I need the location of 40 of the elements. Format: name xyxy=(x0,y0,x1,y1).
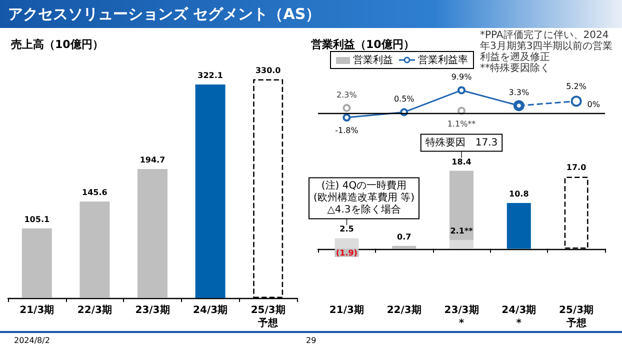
x-tick-label: 21/3期 xyxy=(20,304,54,316)
chart-title: 営業利益（10億円） xyxy=(311,38,414,51)
data-label: 2.5 xyxy=(340,224,354,234)
data-label: 9.9% xyxy=(451,72,472,82)
x-tick-label: 22/3期 xyxy=(386,304,422,316)
data-label: 330.0 xyxy=(255,66,282,75)
data-label: 2.1** xyxy=(450,226,474,236)
data-label: 105.1 xyxy=(24,214,50,224)
data-label: 194.7 xyxy=(140,155,166,164)
x-tick-label: 21/3期 xyxy=(329,304,364,316)
data-label: 3.3% xyxy=(508,88,530,98)
data-label: 0.5% xyxy=(394,94,415,104)
text: 29 xyxy=(306,336,316,345)
x-tick-label: 24/3期 xyxy=(193,304,228,316)
legend-label: 営業利益率 xyxy=(418,54,468,67)
x-tick-label: 22/3期 xyxy=(77,304,112,316)
data-label: 145.6 xyxy=(82,188,108,197)
data-label: 17.0 xyxy=(566,163,587,172)
data-label: 0.7 xyxy=(397,232,412,242)
x-tick-label: 25/3期予想 xyxy=(559,304,594,329)
text: 営業利益 xyxy=(353,55,393,66)
x-tick-label: 24/3期* xyxy=(502,304,536,329)
data-label: 322.1 xyxy=(198,70,224,80)
data-label: 18.4 xyxy=(452,157,472,166)
data-label: -1.8% xyxy=(335,126,359,136)
data-label: 2.3% xyxy=(336,90,358,100)
text: アクセスソリューションズ セグメント（AS） xyxy=(8,5,321,24)
text: **特殊要因除く xyxy=(480,62,550,74)
data-label: 1.1%** xyxy=(447,119,476,128)
x-tick-label: 23/3期 xyxy=(135,304,170,316)
x-tick-label: 25/3期予想 xyxy=(250,304,286,329)
chart-title: 売上高（10億円） xyxy=(11,38,104,51)
x-tick-label: 23/3期* xyxy=(444,304,479,329)
text: 2024/8/2 xyxy=(14,336,50,345)
data-label: (1.9) xyxy=(336,248,358,258)
annotation: (注) 4Qの一時費用 (欧州構造改革費用 等) △4.3を除く場合 xyxy=(314,180,415,216)
ref-line-label: 0% xyxy=(587,100,600,109)
annotation: 特殊要因 17.3 xyxy=(425,136,498,148)
data-label: 5.2% xyxy=(566,82,587,92)
data-label: 10.8 xyxy=(509,190,530,199)
